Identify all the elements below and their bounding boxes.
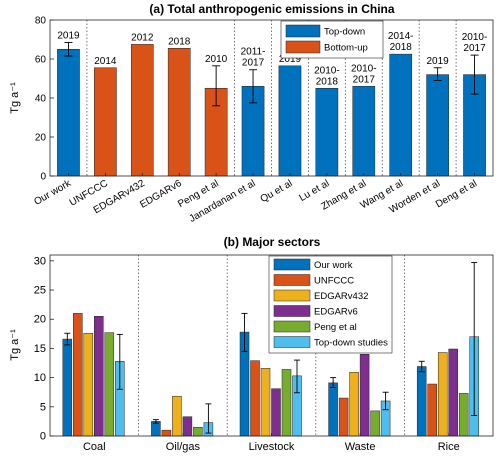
x-tick-label-qu-et-al: Qu et al [259,178,295,205]
legend-label-our-work: Our work [314,260,353,271]
legend-label-peng-et-al: Peng et al [314,322,357,333]
bar-edgarv6 [167,48,191,177]
year-label-lu-et-al: 2010-2018 [314,65,340,87]
y-tick-label-0: 0 [40,431,46,443]
bar-worden-et-al [426,74,449,177]
y-tick-label-5: 5 [40,401,46,413]
bar-livestock-peng-et-al [281,369,292,437]
bar-rice-our-work [416,366,427,437]
legend-swatch-edgarv432 [273,289,311,302]
bar-rice-unfccc [427,383,437,437]
x-tick-label-janardanan-et-al: Janardanan et al [188,178,258,225]
panel-b-y-ticks: 0 5 10 15 20 25 30 [34,255,54,443]
legend-swatch-bottom-up [285,40,321,54]
x-tick-label-rice: Rice [438,441,460,453]
bar-qu-et-al [278,65,302,177]
bar-waste-edgarv432 [349,372,359,437]
year-label-qu-et-al: 2019 [279,54,302,65]
x-tick-label-oil-gas: Oil/gas [166,441,201,453]
panel-a-title: (a) Total anthropogenic emissions in Chi… [149,2,394,16]
legend-swatch-top-down-studies [273,336,311,348]
bar-edgarv432 [130,44,154,177]
x-tick-label-waste: Waste [345,441,376,453]
bar-coal-our-work [62,338,73,437]
legend-swatch-peng-et-al [273,320,311,333]
year-label-worden-et-al: 2019 [427,56,450,67]
legend-label-top-down: Top-down [324,27,365,38]
bar-livestock-unfccc [250,360,260,437]
panel-b-title: (b) Major sectors [224,235,321,249]
panel-a-legend: Top-down Bottom-up [280,20,384,59]
year-label-zhang-et-al: 2010-2017 [351,63,377,85]
panel-b-x-ticks: Coal Oil/gas Livestock Waste Rice [83,433,460,453]
x-tick-label-edgarv6: EDGARv6 [138,178,184,211]
panel-a-y-label: Tg a⁻¹ [9,82,21,114]
year-label-edgarv432: 2012 [131,32,154,43]
legend-swatch-our-work [273,258,311,271]
bar-oil-gas-unfccc [161,429,172,437]
legend-label-edgarv6: EDGARv6 [314,307,358,318]
y-tick-label-25: 25 [34,285,46,297]
bar-waste-our-work [328,382,338,437]
legend-swatch-unfccc [273,274,311,286]
y-tick-label-80: 80 [35,16,47,27]
y-tick-label-10: 10 [34,372,46,384]
bar-oil-gas-peng-et-al [193,426,203,437]
bar-livestock-edgarv432 [260,368,271,437]
bar-lu-et-al [315,88,339,177]
bar-waste-unfccc [338,397,349,437]
bar-coal-peng-et-al [104,332,115,437]
panel-a-marks: 2019 2014 2012 2018 2010 2011-2017 2019 2010-20… [57,20,488,177]
y-tick-label-30: 30 [34,255,46,267]
panel-b-marks [62,255,479,437]
bar-zhang-et-al [352,86,376,177]
year-label-our-work: 2019 [57,30,80,41]
x-tick-label-coal: Coal [83,441,106,453]
bar-our-work [57,49,80,177]
legend-swatch-top-down [285,24,321,38]
bar-waste-edgarv6 [359,354,370,437]
year-label-wang-et-al: 2014-2018 [388,31,414,53]
panel-b-legend: Our work UNFCCC EDGARv432 EDGARv6 Peng et al… [268,255,393,354]
x-tick-label-our-work: Our work [32,178,73,208]
y-tick-label-20: 20 [34,314,46,326]
bar-oil-gas-edgarv6 [182,416,193,437]
year-label-edgarv6: 2018 [168,36,191,47]
bar-rice-edgarv6 [448,348,458,437]
year-label-unfccc: 2014 [94,56,117,67]
panel-a-y-ticks: 0 20 40 60 80 [35,16,54,183]
year-label-deng-et-al: 2010-2017 [462,32,488,54]
y-tick-label-40: 40 [35,94,47,105]
bar-rice-edgarv432 [437,352,448,437]
x-tick-label-livestock: Livestock [249,441,295,453]
year-label-peng-et-al: 2010 [205,54,228,65]
bar-livestock-edgarv6 [271,388,281,437]
x-tick-label-deng-et-al: Deng et al [434,178,479,210]
legend-swatch-edgarv6 [273,305,311,317]
bar-oil-gas-edgarv432 [172,396,182,437]
bar-waste-peng-et-al [370,410,380,437]
y-tick-label-15: 15 [34,343,46,355]
y-tick-label-20: 20 [35,133,47,144]
legend-label-bottom-up: Bottom-up [324,43,368,54]
panel-a: (a) Total anthropogenic emissions in Chi… [9,2,494,225]
bar-coal-unfccc [73,313,83,437]
y-tick-label-0: 0 [40,172,46,183]
legend-label-edgarv432: EDGARv432 [314,291,368,302]
legend-label-top-down-studies: Top-down studies [314,338,388,349]
bar-coal-edgarv6 [94,316,104,437]
year-label-janardanan-et-al: 2011-2017 [241,47,266,69]
bar-coal-edgarv432 [83,332,94,437]
bar-wang-et-al [389,53,413,177]
y-tick-label-60: 60 [35,55,47,66]
bar-unfccc [94,67,117,177]
panel-b-y-label: Tg a⁻¹ [9,329,21,361]
bar-rice-peng-et-al [458,393,469,437]
panel-b: (b) Major sectors 0 5 10 15 20 25 30 Tg a⁻¹ Co… [9,235,494,453]
legend-label-unfccc: UNFCCC [314,276,354,287]
